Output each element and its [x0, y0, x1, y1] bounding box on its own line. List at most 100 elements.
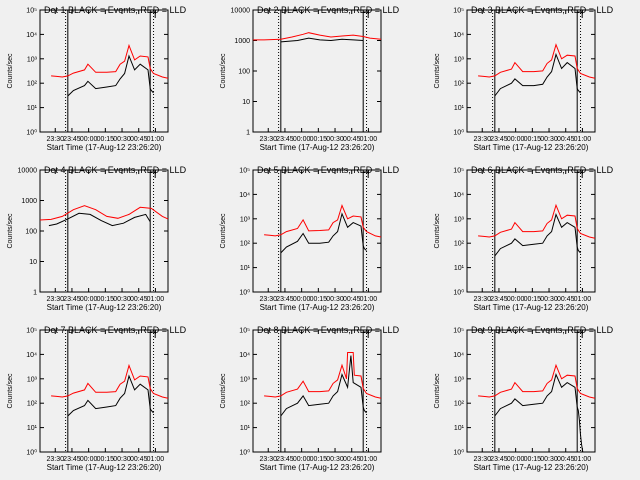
chart-panel-5: Det 5 BLACK = Events, RED = LLD 10⁰ 10¹ 10²…: [220, 165, 400, 312]
x-tick-label: 00:45: [130, 136, 148, 143]
chart-title: Det 4 BLACK = Events, RED = LLD: [44, 165, 187, 175]
x-tick-label: 00:00: [293, 456, 311, 463]
plot-frame: [252, 329, 382, 453]
x-tick-label: 00:30: [113, 136, 131, 143]
x-tick-label: 00:00: [507, 456, 525, 463]
x-tick-label: 00:30: [540, 456, 558, 463]
y-tick-label: 10⁵: [453, 168, 464, 175]
chart-panel-8: Det 8 BLACK = Events, RED = LLD 10⁰ 10¹ 10²…: [220, 325, 400, 472]
x-axis-label: Start Time (17-Aug-12 23:26:20): [47, 143, 162, 152]
x-tick-label: 23:45: [63, 456, 81, 463]
plot-frame: [39, 329, 169, 453]
y-tick-label: 10⁵: [453, 328, 464, 335]
series-line-events: [494, 52, 581, 97]
x-tick-label: 00:15: [524, 136, 542, 143]
y-tick-label: 10⁴: [239, 352, 250, 359]
x-tick-label: 00:00: [293, 136, 311, 143]
y-tick-label: 10²: [454, 81, 465, 88]
x-tick-label: 00:45: [343, 296, 361, 303]
y-tick-label: 1000: [21, 198, 37, 205]
x-tick-label: 00:15: [524, 296, 542, 303]
x-tick-label: 00:15: [310, 296, 328, 303]
x-axis-label: Start Time (17-Aug-12 23:26:20): [260, 143, 375, 152]
series-line-events: [67, 374, 154, 417]
series-line-events: [494, 212, 581, 257]
x-tick-label: 23:30: [46, 136, 64, 143]
x-axis-label: Start Time (17-Aug-12 23:26:20): [474, 463, 589, 472]
x-tick-label: 00:45: [343, 456, 361, 463]
x-tick-label: 23:30: [473, 456, 491, 463]
marker-bracket: [363, 171, 369, 178]
y-tick-label: 10²: [27, 81, 38, 88]
x-tick-label: 00:15: [310, 136, 328, 143]
chart-title: Det 7 BLACK = Events, RED = LLD: [44, 325, 187, 335]
y-tick-label: 10²: [454, 401, 465, 408]
x-axis-label: Start Time (17-Aug-12 23:26:20): [474, 143, 589, 152]
y-tick-label: 10: [242, 99, 250, 106]
x-tick-label: 23:30: [259, 136, 277, 143]
y-tick-label: 10⁰: [26, 449, 37, 457]
x-tick-label: 00:45: [343, 136, 361, 143]
x-tick-label: 01:00: [574, 136, 592, 143]
y-tick-label: 10⁵: [453, 8, 464, 15]
x-tick-label: 01:00: [147, 136, 165, 143]
x-axis-label: Start Time (17-Aug-12 23:26:20): [47, 463, 162, 472]
chart-panel-7: Det 7 BLACK = Events, RED = LLD 10⁰ 10¹ 10²…: [7, 325, 187, 472]
y-tick-label: 10¹: [454, 105, 465, 112]
y-tick-label: 10⁰: [239, 449, 250, 457]
x-tick-label: 00:30: [326, 456, 344, 463]
x-tick-label: 23:30: [46, 456, 64, 463]
y-tick-label: 10¹: [454, 425, 465, 432]
marker-bracket: [363, 11, 369, 18]
x-tick-label: 01:00: [574, 296, 592, 303]
x-axis-label: Start Time (17-Aug-12 23:26:20): [260, 463, 375, 472]
y-tick-label: 10²: [240, 241, 251, 248]
series-line-lld: [253, 32, 382, 41]
x-tick-label: 00:00: [507, 296, 525, 303]
y-tick-label: 10⁵: [239, 328, 250, 335]
y-tick-label: 10000: [231, 8, 251, 15]
plot-frame: [466, 169, 596, 293]
chart-title: Det 8 BLACK = Events, RED = LLD: [257, 325, 400, 335]
y-tick-label: 10²: [27, 401, 38, 408]
y-tick-label: 10¹: [240, 425, 251, 432]
x-axis-label: Start Time (17-Aug-12 23:26:20): [474, 303, 589, 312]
y-tick-label: 10¹: [454, 265, 465, 272]
plot-frame: [39, 9, 169, 133]
x-tick-label: 01:00: [147, 296, 165, 303]
chart-panel-3: Det 3 BLACK = Events, RED = LLD 10⁰ 10¹ 10²…: [434, 5, 614, 152]
y-tick-label: 10: [29, 259, 37, 266]
x-tick-label: 00:45: [557, 296, 575, 303]
series-line-lld: [264, 204, 382, 238]
marker-bracket: [577, 171, 583, 178]
x-tick-label: 01:00: [574, 456, 592, 463]
y-tick-label: 10²: [454, 241, 465, 248]
x-tick-label: 00:30: [113, 456, 131, 463]
y-tick-label: 10000: [18, 168, 38, 175]
y-tick-label: 10⁰: [26, 129, 37, 137]
series-line-lld: [51, 43, 169, 79]
plot-frame: [466, 9, 596, 133]
y-tick-label: 100: [25, 229, 37, 236]
x-tick-label: 23:45: [63, 296, 81, 303]
x-tick-label: 23:45: [490, 136, 508, 143]
y-axis-label: Counts/sec: [7, 213, 14, 249]
y-tick-label: 10³: [454, 216, 465, 223]
y-axis-label: Counts/sec: [220, 53, 227, 89]
x-tick-label: 00:15: [97, 136, 115, 143]
y-tick-label: 10⁰: [453, 129, 464, 137]
x-tick-label: 23:30: [473, 136, 491, 143]
series-line-lld: [264, 352, 382, 399]
x-tick-label: 23:45: [490, 296, 508, 303]
x-tick-label: 00:15: [97, 296, 115, 303]
y-tick-label: 10⁴: [453, 352, 464, 359]
marker-bracket: [577, 11, 583, 18]
series-line-lld: [478, 363, 596, 399]
y-axis-label: Counts/sec: [7, 373, 14, 409]
series-line-events: [48, 212, 151, 227]
series-line-events: [280, 355, 367, 417]
chart-panel-4: Det 4 BLACK = Events, RED = LLD 1 10 100 100…: [7, 165, 187, 312]
y-tick-label: 10⁰: [453, 449, 464, 457]
y-tick-label: 10⁰: [239, 289, 250, 297]
